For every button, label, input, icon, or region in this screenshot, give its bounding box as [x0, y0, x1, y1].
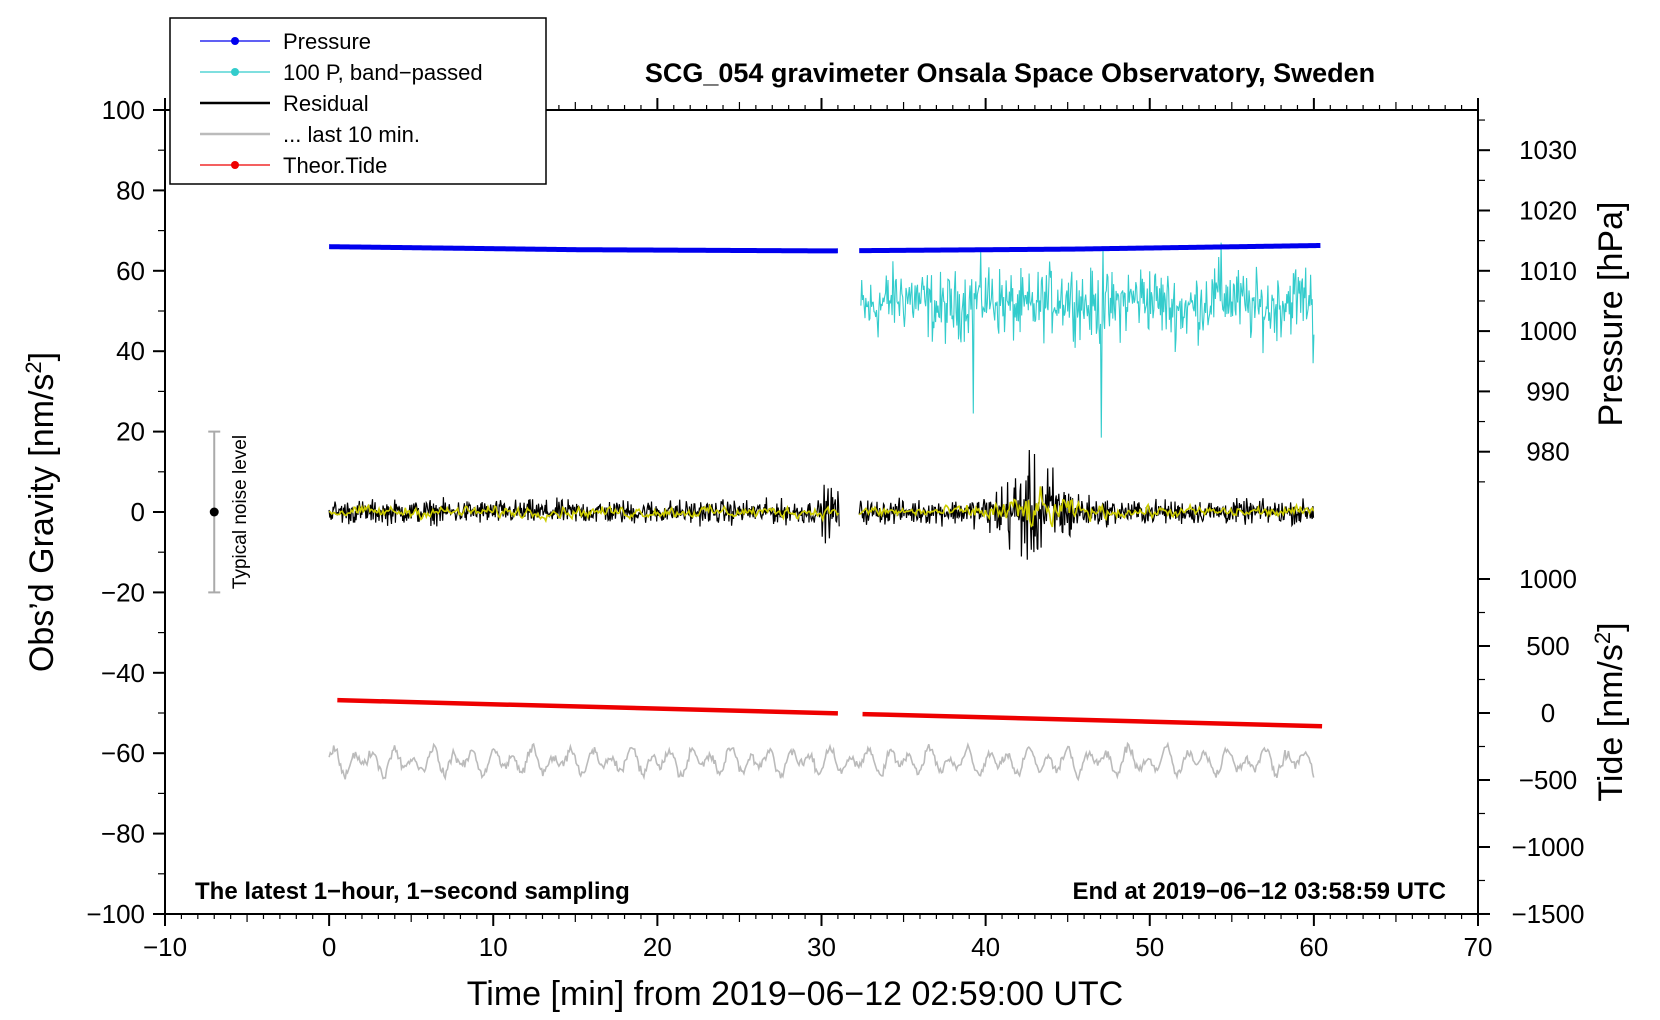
tide-tick-label: −1500: [1511, 899, 1584, 929]
tide-tick-label: −500: [1519, 765, 1578, 795]
x-tick-label: 20: [643, 932, 672, 962]
legend-label: 100 P, band−passed: [283, 60, 483, 85]
legend-label: Theor.Tide: [283, 153, 387, 178]
y-axis-title-left-sup: 2: [21, 361, 46, 373]
legend-items: Pressure 100 P, band−passed Residual ... la…: [200, 29, 483, 178]
noise-bar: Typical noise level: [208, 430, 251, 594]
y-axis-title-tide-text: Tide [nm/s: [1592, 644, 1630, 801]
annotation-right: End at 2019−06−12 03:58:59 UTC: [1072, 878, 1446, 905]
y-tick-label: 80: [116, 175, 145, 205]
ticks-layer: −10 0 10 20 30 40 50 60 70−100−80−60−40−20020406…: [86, 95, 1584, 962]
pressure-tick-label: 1020: [1519, 196, 1577, 226]
legend: Pressure 100 P, band−passed Residual ... la…: [169, 17, 547, 185]
y-tick-label: −60: [101, 738, 145, 768]
x-tick-label: 30: [807, 932, 836, 962]
series-layer: [328, 242, 1323, 782]
legend-label: ... last 10 min.: [283, 122, 420, 147]
y-tick-label: 20: [116, 417, 145, 447]
y-tick-label: 40: [116, 336, 145, 366]
residual-line-1: [328, 484, 840, 544]
y-tick-label: −40: [101, 658, 145, 688]
x-tick-label: 40: [971, 932, 1000, 962]
pressure-tick-label: 1030: [1519, 135, 1577, 165]
y-axis-title-left-close: ]: [23, 352, 61, 361]
theor-tide-line-1: [337, 697, 838, 716]
tide-tick-label: 500: [1526, 631, 1569, 661]
theor-tide-line-2: [862, 711, 1323, 729]
residual-line-2: [858, 449, 1315, 560]
legend-swatch-marker: [231, 68, 239, 76]
noise-bar-label: Typical noise level: [230, 435, 251, 589]
tide-tick-label: 1000: [1519, 564, 1577, 594]
y-axis-title-left: Obs’d Gravity [nm/s2]: [21, 352, 61, 672]
pressure-tick-label: 1000: [1519, 316, 1577, 346]
y-axis-title-tide: Tide [nm/s2]: [1590, 622, 1630, 801]
y-tick-label: −100: [86, 899, 145, 929]
x-tick-label: 10: [479, 932, 508, 962]
x-tick-label: 50: [1135, 932, 1164, 962]
residual-smoothed-line-2: [858, 486, 1315, 528]
last-10-min-line: [328, 741, 1315, 782]
x-tick-label: 70: [1464, 932, 1493, 962]
legend-label: Residual: [283, 91, 369, 116]
residual-smoothed-line-1: [328, 503, 840, 524]
legend-swatch-marker: [231, 37, 239, 45]
y-axis-title-tide-close: ]: [1592, 622, 1630, 631]
pressure-tick-label: 990: [1526, 376, 1569, 406]
y-tick-label: −80: [101, 819, 145, 849]
band-passed-pressure-line-2: [860, 242, 1315, 438]
y-axis-title-left-text: Obs’d Gravity [nm/s: [23, 374, 61, 673]
legend-box: [169, 17, 547, 185]
tide-tick-label: 0: [1541, 698, 1555, 728]
x-tick-label: 0: [322, 932, 336, 962]
pressure-line-2: [859, 243, 1321, 254]
y-tick-label: 0: [131, 497, 145, 527]
x-axis-title: Time [min] from 2019−06−12 02:59:00 UTC: [467, 975, 1123, 1013]
annotation-left: The latest 1−hour, 1−second sampling: [195, 878, 630, 905]
x-tick-label: −10: [143, 932, 187, 962]
y-axis-title-tide-sup: 2: [1590, 632, 1615, 644]
chart-title: SCG_054 gravimeter Onsala Space Observat…: [645, 58, 1375, 88]
pressure-line-1: [329, 244, 838, 254]
y-tick-label: −20: [101, 577, 145, 607]
x-tick-label: 60: [1299, 932, 1328, 962]
y-axis-title-pressure: Pressure [hPa]: [1592, 202, 1630, 427]
pressure-tick-label: 1010: [1519, 256, 1577, 286]
legend-label: Pressure: [283, 29, 371, 54]
tide-tick-label: −1000: [1511, 832, 1584, 862]
y-tick-label: 100: [102, 95, 145, 125]
pressure-tick-label: 980: [1526, 437, 1569, 467]
legend-swatch-marker: [231, 161, 239, 169]
noise-bar-center-dot: [209, 507, 219, 517]
y-tick-label: 60: [116, 256, 145, 286]
